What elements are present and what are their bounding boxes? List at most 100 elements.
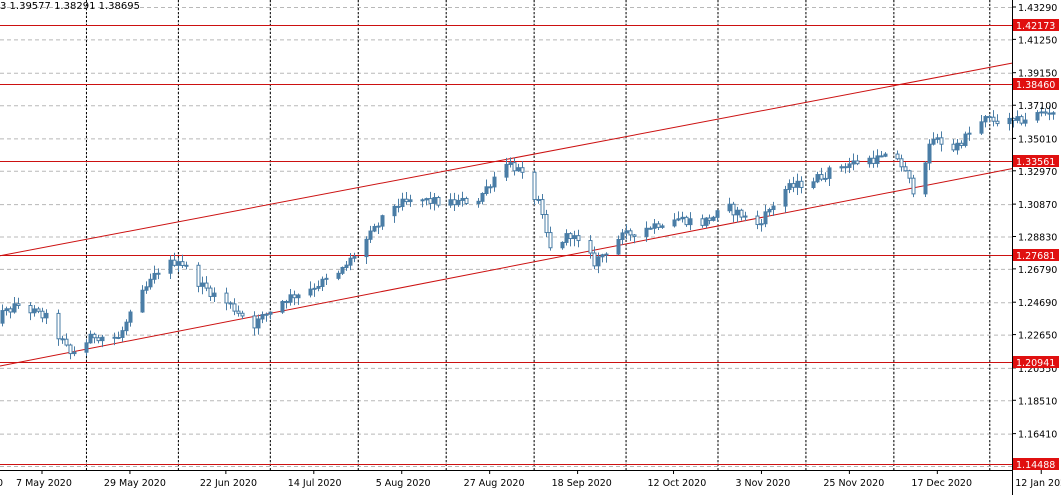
candle-body — [400, 198, 405, 208]
candle — [372, 223, 377, 233]
candle-body — [484, 186, 489, 194]
price-tick-label: 1.26790 — [1018, 265, 1057, 276]
candle — [512, 157, 517, 176]
candle — [376, 222, 381, 234]
candle-body — [907, 170, 912, 179]
price-tick-label: 1.32970 — [1018, 167, 1057, 178]
candle — [588, 235, 593, 259]
candle — [432, 192, 437, 211]
price-tick-label: 1.43290 — [1018, 3, 1057, 14]
candle-body — [456, 199, 461, 206]
candle — [64, 333, 69, 347]
candle — [428, 191, 433, 210]
date-tick-label: 3 Nov 2020 — [735, 478, 790, 489]
candle-body — [620, 232, 625, 240]
candle — [955, 138, 960, 155]
candle — [464, 196, 469, 205]
candle-body — [700, 218, 705, 226]
candle-body — [1043, 111, 1048, 114]
candle — [879, 150, 884, 158]
level-price-badge — [1013, 458, 1059, 470]
candle-body — [763, 211, 768, 225]
candle-body — [256, 318, 261, 329]
candle — [536, 195, 541, 204]
candle — [8, 306, 13, 319]
candle — [128, 309, 133, 327]
candle-body — [544, 214, 549, 234]
candle — [1019, 114, 1024, 126]
candle-body — [120, 330, 125, 338]
candle-body — [124, 321, 129, 332]
candle — [224, 287, 229, 311]
candle-body — [672, 219, 677, 227]
candle-body — [112, 336, 117, 339]
candle-body — [959, 142, 964, 146]
candle-body — [811, 181, 816, 188]
candle-body — [927, 143, 932, 164]
candle — [763, 204, 768, 228]
candle — [648, 226, 653, 230]
candle-body — [624, 230, 629, 234]
date-tick-label: 7 May 2020 — [16, 478, 72, 489]
candle — [336, 270, 341, 281]
candle-body — [348, 257, 353, 266]
candle-body — [212, 292, 217, 297]
candle — [939, 131, 944, 152]
candle — [424, 197, 429, 206]
candle — [252, 311, 257, 336]
candle-body — [911, 177, 916, 195]
candle — [340, 266, 345, 276]
candle — [504, 157, 509, 182]
candle — [855, 154, 860, 166]
candle — [923, 161, 928, 198]
candle — [196, 262, 201, 293]
candle — [16, 297, 21, 309]
candle-body — [727, 203, 732, 212]
candle-body — [100, 336, 105, 342]
candle-body — [180, 261, 185, 267]
price-tick-label: 1.35010 — [1018, 134, 1057, 145]
candle — [0, 304, 5, 327]
ohlc-readout: 3 1.39577 1.38291 1.38695 — [0, 1, 140, 12]
candle-body — [460, 197, 465, 201]
candle-body — [572, 235, 577, 240]
candle — [232, 298, 237, 316]
candle-body — [815, 174, 820, 183]
candle-body — [588, 240, 593, 254]
candle-body — [843, 166, 848, 169]
candle-body — [268, 311, 273, 315]
candle-body — [955, 142, 960, 151]
candle-body — [492, 176, 497, 188]
candle — [260, 311, 265, 324]
candle-body — [504, 163, 509, 178]
candle-body — [308, 288, 313, 296]
candle-body — [296, 294, 301, 299]
candle — [476, 198, 481, 208]
candle-body — [995, 120, 1000, 125]
candle-body — [208, 287, 213, 297]
candle — [823, 172, 828, 183]
candle-body — [847, 163, 852, 168]
candle-body — [44, 312, 49, 319]
candle — [799, 176, 804, 194]
candle-body — [372, 226, 377, 232]
candle — [731, 201, 736, 223]
candle — [60, 335, 65, 344]
candle-body — [436, 197, 441, 206]
candle-body — [72, 351, 77, 355]
candle-body — [568, 233, 573, 240]
candle — [156, 268, 161, 280]
candle — [56, 309, 61, 346]
candle-body — [1019, 116, 1024, 124]
candle-body — [60, 338, 65, 341]
candle — [680, 211, 685, 223]
candle-body — [799, 180, 804, 188]
candle-body — [280, 301, 285, 313]
candle — [152, 265, 157, 284]
candle — [4, 306, 9, 316]
candle — [704, 217, 709, 229]
candle — [620, 229, 625, 245]
candle-body — [823, 177, 828, 180]
